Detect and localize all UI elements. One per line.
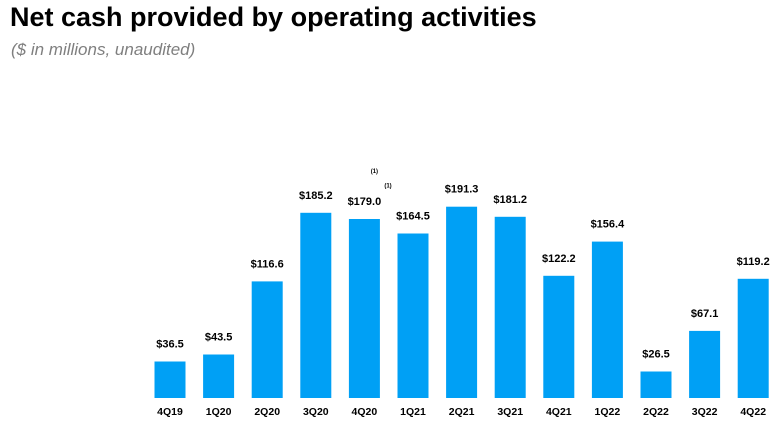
- chart-subtitle: ($ in millions, unaudited): [11, 40, 196, 59]
- x-tick-label-3Q21: 3Q21: [497, 406, 523, 418]
- value-label-4Q20: $179.0: [348, 196, 382, 208]
- value-label-3Q22: $67.1: [691, 308, 719, 320]
- bar-4Q21: [543, 275, 575, 398]
- x-tick-labels-group: 4Q19 1Q20 2Q20 3Q20 4Q20 1Q21 2Q21 3Q21 4Q21 1Q22…: [157, 406, 766, 418]
- value-labels-group: $36.5 $43.5 $116.6 $185.2 $179.0 $164.5 $191.3…: [156, 184, 769, 361]
- x-tick-label-4Q21: 4Q21: [546, 406, 572, 418]
- value-label-2Q22: $26.5: [642, 349, 670, 361]
- bar-2Q20: [251, 281, 283, 398]
- footnote-marker-1Q21: (1): [384, 184, 391, 190]
- value-label-1Q21: $164.5: [396, 211, 430, 223]
- bar-4Q20: [348, 219, 380, 398]
- footnote-marker-4Q20: (1): [371, 169, 378, 175]
- x-tick-label-3Q22: 3Q22: [692, 406, 718, 418]
- value-label-4Q22: $119.2: [737, 256, 770, 268]
- x-tick-label-3Q20: 3Q20: [303, 406, 329, 418]
- bars-group: [154, 206, 769, 398]
- value-label-4Q19: $36.5: [156, 339, 184, 351]
- bar-2Q22: [640, 371, 672, 398]
- x-tick-label-2Q21: 2Q21: [449, 406, 475, 418]
- value-label-1Q20: $43.5: [205, 332, 233, 344]
- chart-title: Net cash provided by operating activitie…: [10, 2, 537, 32]
- bar-3Q20: [300, 212, 332, 398]
- bar-1Q20: [203, 354, 235, 398]
- x-tick-label-4Q22: 4Q22: [740, 406, 766, 418]
- bar-3Q22: [689, 330, 721, 398]
- footnotes-group: (1) (1): [371, 169, 392, 190]
- value-label-3Q20: $185.2: [299, 190, 333, 202]
- bar-4Q22: [737, 278, 769, 398]
- x-tick-label-1Q21: 1Q21: [400, 406, 426, 418]
- x-tick-label-1Q22: 1Q22: [595, 406, 621, 418]
- value-label-3Q21: $181.2: [493, 194, 527, 206]
- bar-2Q21: [446, 206, 478, 398]
- x-tick-label-1Q20: 1Q20: [206, 406, 232, 418]
- x-tick-label-2Q22: 2Q22: [643, 406, 669, 418]
- value-label-2Q20: $116.6: [251, 258, 284, 270]
- bar-3Q21: [494, 216, 526, 398]
- bar-4Q19: [154, 361, 186, 398]
- bar-1Q22: [591, 241, 623, 398]
- x-tick-label-2Q20: 2Q20: [254, 406, 280, 418]
- x-tick-label-4Q20: 4Q20: [352, 406, 378, 418]
- value-label-2Q21: $191.3: [445, 184, 479, 196]
- value-label-1Q22: $156.4: [591, 219, 626, 231]
- bar-1Q21: [397, 233, 429, 398]
- x-tick-label-4Q19: 4Q19: [157, 406, 183, 418]
- value-label-4Q21: $122.2: [542, 253, 576, 265]
